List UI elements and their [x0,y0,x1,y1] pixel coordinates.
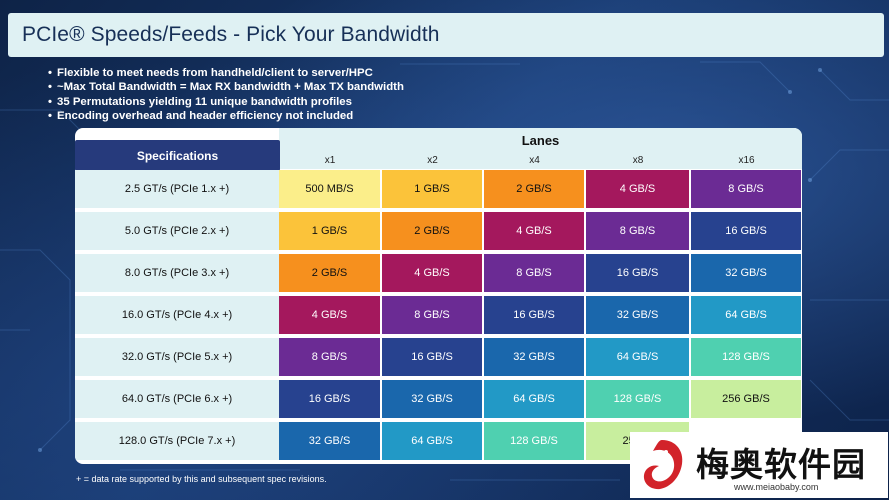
bandwidth-cell: 32 GB/S [484,338,584,376]
bandwidth-cell: 1 GB/S [382,170,482,208]
bandwidth-cell: 128 GB/S [586,380,689,418]
watermark-name: 梅奥软件园 [696,445,866,484]
bandwidth-cell: 8 GB/S [691,170,801,208]
bandwidth-cell: 64 GB/S [382,422,482,460]
lanes-title: Lanes [521,133,560,148]
bandwidth-cell: 128 GB/S [484,422,584,460]
dragon-logo-icon [643,440,683,490]
bandwidth-table: Lanes x1 x2 x4 x8 x16 Specifications 2.5 GT/… [75,128,802,464]
bandwidth-cell: 16 GB/S [382,338,482,376]
page-title: PCIe® Speeds/Feeds - Pick Your Bandwidth [22,23,440,46]
lane-label-x1: x1 [324,155,336,166]
bandwidth-cell: 4 GB/S [382,254,482,292]
bandwidth-cell: 8 GB/S [484,254,584,292]
bandwidth-cell: 32 GB/S [382,380,482,418]
bandwidth-cell: 4 GB/S [586,170,689,208]
bandwidth-cell: 64 GB/S [691,296,801,334]
lane-label-x16: x16 [738,155,755,166]
bandwidth-cell: 8 GB/S [279,338,380,376]
watermark: 梅奥软件园 www.meiaobaby.com [630,432,888,498]
lane-label-x2: x2 [427,155,438,166]
bullet-item: Flexible to meet needs from handheld/cli… [48,66,404,80]
bullet-item: Encoding overhead and header efficiency … [48,109,404,123]
spec-row-label: 64.0 GT/s (PCIe 6.x +) [75,380,279,418]
spec-row-label: 16.0 GT/s (PCIe 4.x +) [75,296,279,334]
lane-label-x4: x4 [529,155,540,166]
bandwidth-cell: 1 GB/S [279,212,380,250]
bullet-list: Flexible to meet needs from handheld/cli… [48,66,404,123]
spec-row-label: 128.0 GT/s (PCIe 7.x +) [75,422,279,460]
spec-row-label: 32.0 GT/s (PCIe 5.x +) [75,338,279,376]
lanes-header: Lanes x1 x2 x4 x8 x16 [279,128,802,169]
bandwidth-cell: 64 GB/S [586,338,689,376]
specifications-header: Specifications [75,140,280,171]
bandwidth-cell: 2 GB/S [382,212,482,250]
bandwidth-cell: 16 GB/S [691,212,801,250]
bandwidth-cell: 32 GB/S [586,296,689,334]
spec-row-label: 8.0 GT/s (PCIe 3.x +) [75,254,279,292]
bandwidth-cell: 64 GB/S [484,380,584,418]
bandwidth-cell: 8 GB/S [382,296,482,334]
bandwidth-cell: 128 GB/S [691,338,801,376]
bandwidth-cell: 8 GB/S [586,212,689,250]
bandwidth-cell: 256 GB/S [691,380,801,418]
spec-row-label: 5.0 GT/s (PCIe 2.x +) [75,212,279,250]
bandwidth-cell: 16 GB/S [279,380,380,418]
bullet-item: ~Max Total Bandwidth = Max RX bandwidth … [48,80,404,94]
bandwidth-cell: 16 GB/S [484,296,584,334]
lane-label-x8: x8 [632,155,644,166]
bullet-item: 35 Permutations yielding 11 unique bandw… [48,95,404,109]
watermark-url: www.meiaobaby.com [734,482,819,492]
bandwidth-cell: 4 GB/S [484,212,584,250]
bandwidth-cell: 500 MB/S [279,170,380,208]
specifications-label: Specifications [136,149,219,163]
bandwidth-cell: 2 GB/S [484,170,584,208]
bandwidth-cell: 2 GB/S [279,254,380,292]
bandwidth-cell: 16 GB/S [586,254,689,292]
bandwidth-cell: 32 GB/S [279,422,380,460]
bandwidth-cell: 32 GB/S [691,254,801,292]
bandwidth-cell: 4 GB/S [279,296,380,334]
title-bar: PCIe® Speeds/Feeds - Pick Your Bandwidth [8,13,884,57]
spec-row-label: 2.5 GT/s (PCIe 1.x +) [75,170,279,208]
footnote: + = data rate supported by this and subs… [76,474,327,484]
